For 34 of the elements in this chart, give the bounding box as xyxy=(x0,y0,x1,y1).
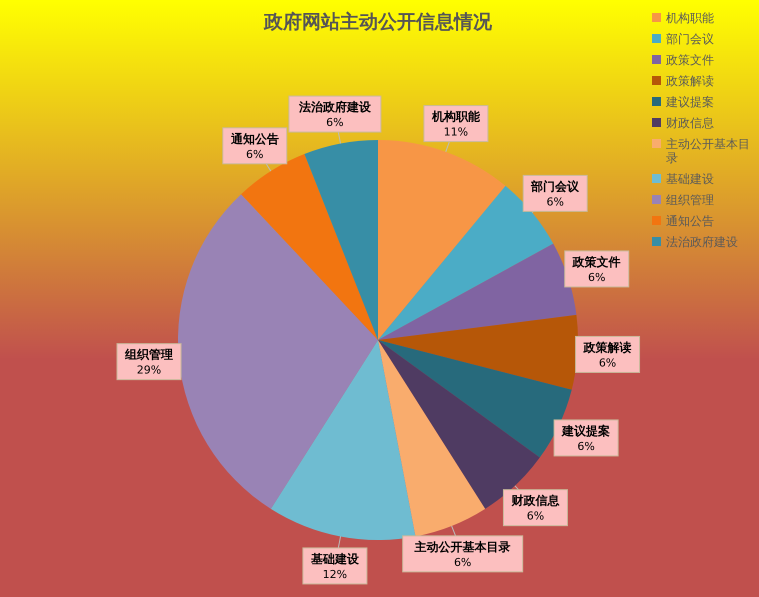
data-label: 29% xyxy=(136,364,162,377)
legend-label: 财政信息 xyxy=(666,116,714,130)
chart-title: 政府网站主动公开信息情况 xyxy=(263,11,493,33)
legend-label: 政策解读 xyxy=(666,74,714,88)
legend-label: 通知公告 xyxy=(666,214,714,228)
legend-label: 基础建设 xyxy=(666,172,714,186)
slice-label: 主动公开基本目录 xyxy=(414,540,511,554)
data-label: 6% xyxy=(246,148,264,161)
data-label: 6% xyxy=(588,270,606,284)
legend-label: 政策文件 xyxy=(666,53,714,67)
slice-label: 机构职能 xyxy=(430,110,481,124)
data-label: 6% xyxy=(326,116,344,130)
data-label: 6% xyxy=(526,510,544,523)
slice-label: 基础建设 xyxy=(310,552,360,566)
data-label: 6% xyxy=(577,440,595,453)
slice-label: 组织管理 xyxy=(124,348,174,362)
slice-label: 财政信息 xyxy=(510,494,560,508)
data-label: 6% xyxy=(598,356,616,370)
legend-label: 组织管理 xyxy=(666,193,714,207)
data-label: 12% xyxy=(322,568,348,581)
data-label: 6% xyxy=(454,556,472,569)
slice-label: 法治政府建设 xyxy=(298,100,372,114)
slice-label: 部门会议 xyxy=(530,179,580,194)
data-label: 6% xyxy=(546,195,564,208)
legend-label: 建议提案 xyxy=(665,95,714,109)
legend-label: 机构职能 xyxy=(666,11,714,25)
legend-label: 法治政府建设 xyxy=(666,235,738,249)
legend-label: 主动公开基本目录 xyxy=(666,137,750,165)
slice-label: 通知公告 xyxy=(230,132,279,146)
legend-label: 部门会议 xyxy=(666,32,714,46)
data-label: 11% xyxy=(444,126,468,139)
slice-label: 建议提案 xyxy=(561,424,610,438)
slice-label: 政策解读 xyxy=(582,340,632,354)
slice-label: 政策文件 xyxy=(572,254,621,269)
